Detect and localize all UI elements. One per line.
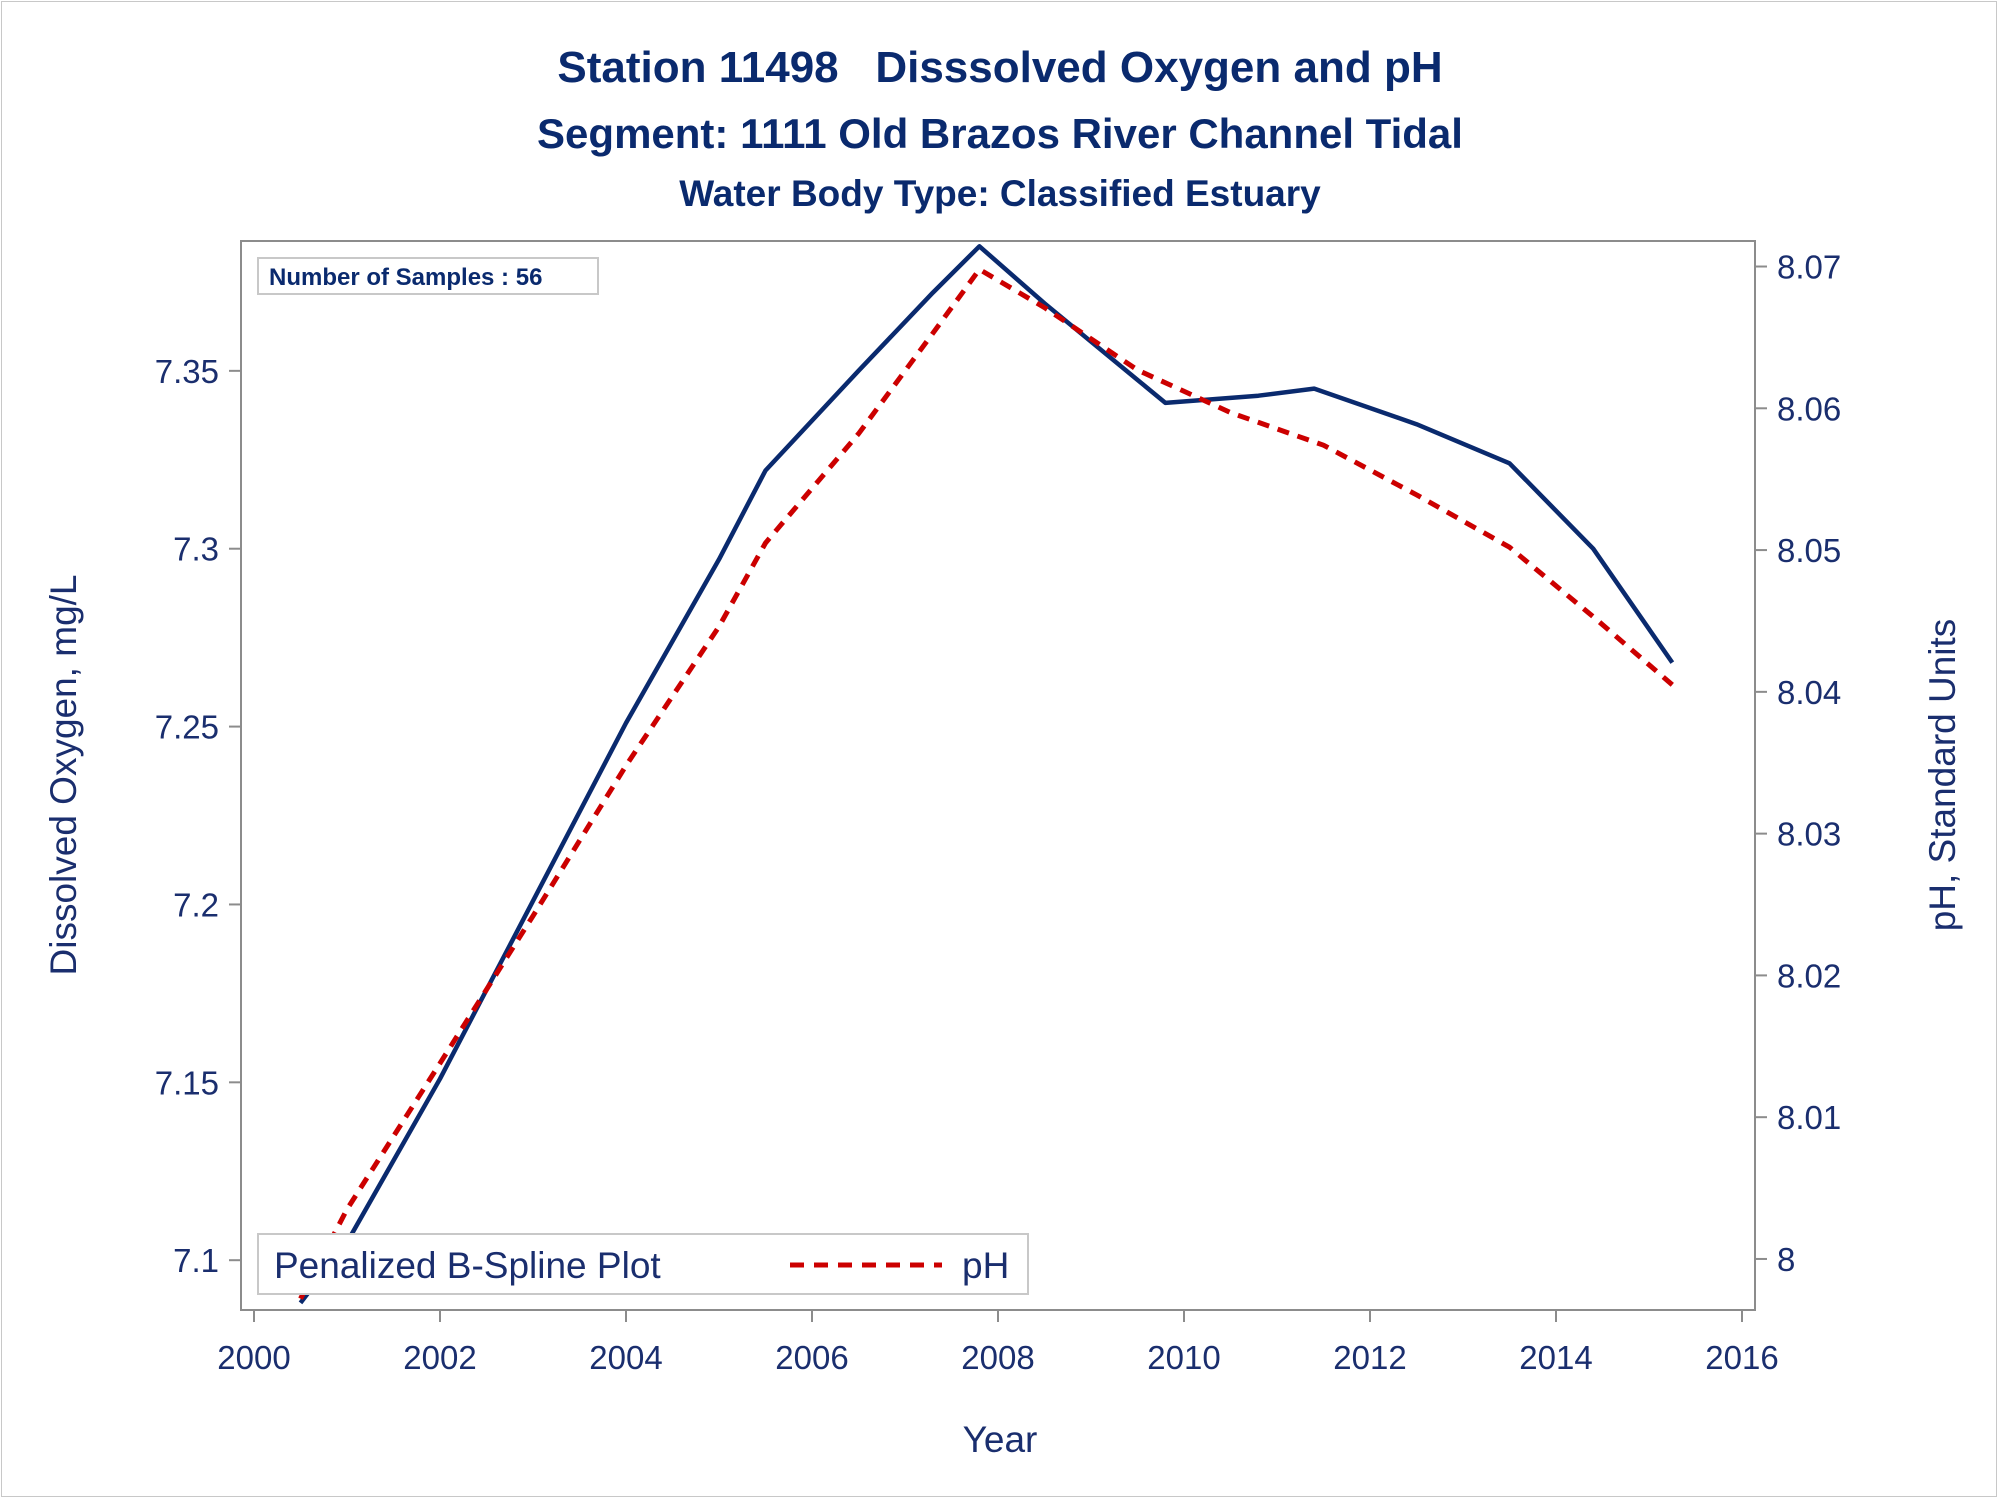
x-tick-label: 2000 — [217, 1339, 290, 1376]
x-tick-label: 2014 — [1519, 1339, 1592, 1376]
y-left-tick-label: 7.1 — [173, 1242, 219, 1279]
y-right-tick-label: 8.07 — [1777, 249, 1841, 286]
x-tick-label: 2012 — [1333, 1339, 1406, 1376]
ph-series-line — [298, 266, 1674, 1300]
chart-subtitle-segment: Segment: 1111 Old Brazos River Channel T… — [537, 110, 1463, 157]
y-right-tick-label: 8.05 — [1777, 532, 1841, 569]
y-right-tick-label: 8.03 — [1777, 816, 1841, 853]
y-axis-right: 8 8.01 8.02 8.03 8.04 8.05 8.06 8.07 — [1755, 249, 1841, 1278]
y-left-tick-label: 7.2 — [173, 886, 219, 923]
y-axis-left-label: Dissolved Oxygen, mg/L — [43, 574, 84, 975]
y-left-tick-label: 7.15 — [155, 1064, 219, 1101]
legend-title: Penalized B-Spline Plot — [274, 1245, 661, 1286]
sample-count-text: Number of Samples : 56 — [269, 264, 542, 291]
x-axis-label: Year — [963, 1419, 1038, 1460]
y-left-tick-label: 7.3 — [173, 531, 219, 568]
x-tick-label: 2002 — [403, 1339, 476, 1376]
x-tick-label: 2004 — [589, 1339, 662, 1376]
chart-subtitle-waterbody: Water Body Type: Classified Estuary — [679, 173, 1321, 214]
legend-ph-label: pH — [962, 1245, 1009, 1286]
x-tick-label: 2008 — [961, 1339, 1034, 1376]
sample-count-box — [257, 257, 599, 295]
y-right-tick-label: 8.01 — [1777, 1099, 1841, 1136]
plot-area — [240, 240, 1756, 1311]
dissolved-oxygen-series-line — [298, 244, 1675, 1305]
y-left-tick-label: 7.35 — [155, 353, 219, 390]
y-right-tick-label: 8.02 — [1777, 957, 1841, 994]
y-right-tick-label: 8.06 — [1777, 390, 1841, 427]
y-left-tick-label: 7.25 — [155, 709, 219, 746]
x-tick-label: 2016 — [1705, 1339, 1778, 1376]
x-tick-label: 2010 — [1147, 1339, 1220, 1376]
x-tick-label: 2006 — [775, 1339, 848, 1376]
chart-title: Station 11498 Disssolved Oxygen and pH — [557, 43, 1442, 92]
y-right-tick-label: 8 — [1777, 1241, 1795, 1278]
x-axis: 2000 2002 2004 2006 2008 2010 2012 2014 2016 — [217, 1310, 1779, 1376]
y-axis-right-label: pH, Standard Units — [1922, 619, 1963, 932]
y-axis-left: 7.1 7.15 7.2 7.25 7.3 7.35 — [155, 353, 241, 1279]
y-right-tick-label: 8.04 — [1777, 674, 1841, 711]
series-layer — [298, 244, 1675, 1305]
